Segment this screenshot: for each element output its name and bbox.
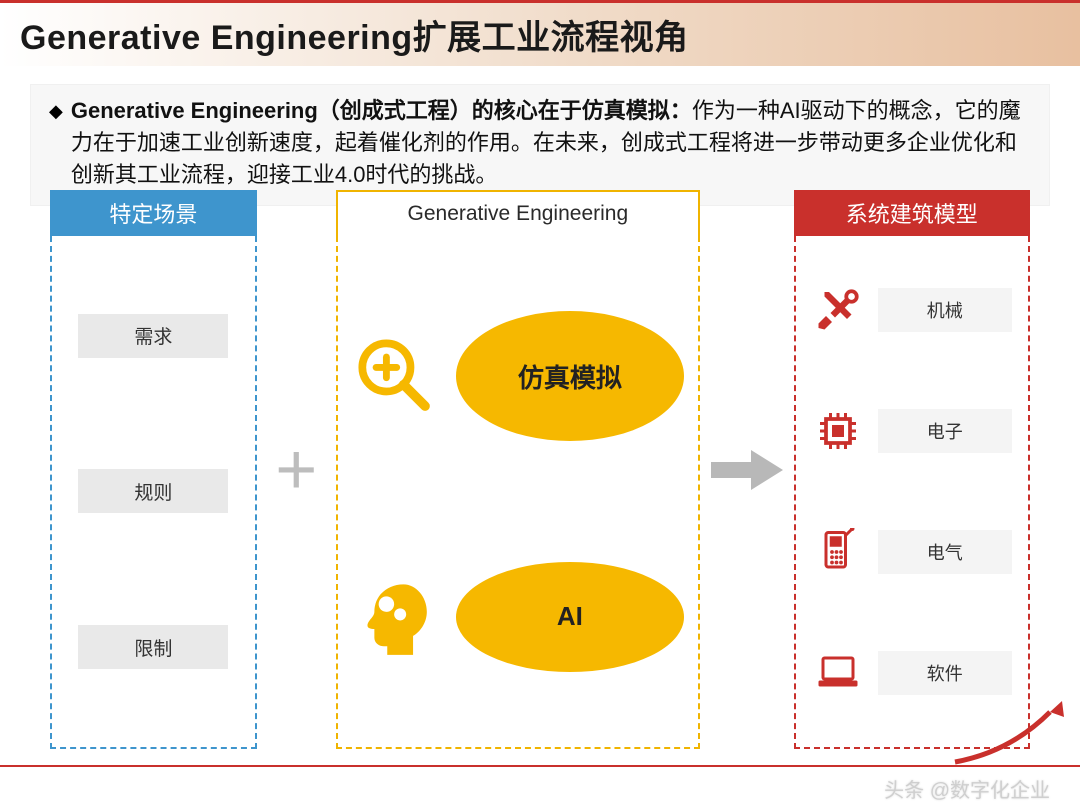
summary-text: Generative Engineering（创成式工程）的核心在于仿真模拟：作… [71,95,1031,191]
tools-icon [812,284,864,336]
inputs-header: 特定场景 [50,190,257,236]
footer-arrow-icon [950,697,1070,767]
output-label: 软件 [878,651,1012,695]
title-bar: Generative Engineering扩展工业流程视角 [0,0,1080,66]
inputs-panel: 需求 规则 限制 [50,236,257,749]
magnify-plus-icon [352,333,438,419]
engine-panel: 仿真模拟 AI [336,236,700,749]
column-inputs: 特定场景 需求 规则 限制 [50,190,257,749]
chip-icon [812,405,864,457]
column-engine: Generative Engineering 仿真模拟 [336,190,700,749]
bullet-icon: ◆ [49,95,63,191]
engine-header: Generative Engineering [336,190,700,236]
outputs-header: 系统建筑模型 [794,190,1030,236]
ai-head-icon [352,574,438,660]
phone-icon [812,526,864,578]
slide: Generative Engineering扩展工业流程视角 ◆ Generat… [0,0,1080,809]
engine-row: 仿真模拟 [352,311,684,441]
output-label: 电气 [878,530,1012,574]
summary-block: ◆ Generative Engineering（创成式工程）的核心在于仿真模拟… [30,84,1050,206]
column-outputs: 系统建筑模型 机械 [794,190,1030,749]
engine-row: AI [352,562,684,672]
plus-connector: + [257,190,336,749]
output-item: 软件 [812,647,1012,699]
laptop-icon [812,647,864,699]
outputs-panel: 机械 [794,236,1030,749]
plus-icon: + [275,434,317,506]
arrow-right-icon [707,445,787,495]
summary-lead: Generative Engineering（创成式工程）的核心在于仿真模拟： [71,98,692,123]
engine-oval: AI [456,562,684,672]
input-item: 规则 [78,469,228,513]
output-item: 电子 [812,405,1012,457]
watermark: 头条 @数字化企业 [884,774,1050,803]
output-item: 机械 [812,284,1012,336]
input-item: 需求 [78,314,228,358]
output-label: 机械 [878,288,1012,332]
slide-title: Generative Engineering扩展工业流程视角 [20,10,689,59]
output-item: 电气 [812,526,1012,578]
input-item: 限制 [78,625,228,669]
footer-line [0,765,1080,767]
output-label: 电子 [878,409,1012,453]
engine-oval: 仿真模拟 [456,311,684,441]
arrow-connector [700,190,794,749]
diagram: 特定场景 需求 规则 限制 + Generative Engineering [0,190,1080,749]
